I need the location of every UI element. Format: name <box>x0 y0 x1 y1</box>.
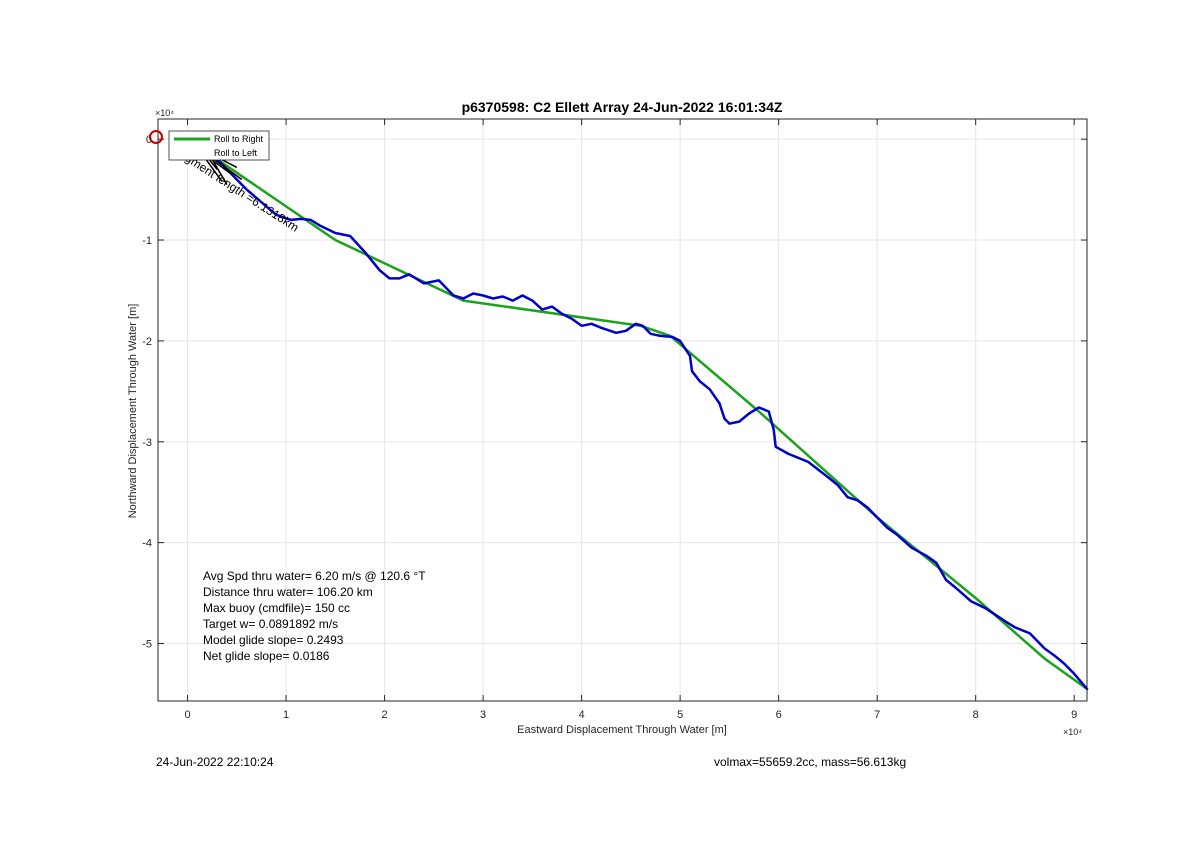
y-exponent-label: ×10⁴ <box>155 108 174 118</box>
plot-area <box>157 118 1089 702</box>
heading-arrow <box>211 158 228 185</box>
stats-block: Avg Spd thru water= 6.20 m/s @ 120.6 °T … <box>203 569 426 663</box>
x-tick-label: 1 <box>283 709 289 721</box>
series-layer <box>186 137 1089 691</box>
y-tick-label: -5 <box>142 639 152 651</box>
y-tick-label: -2 <box>142 336 152 348</box>
footer-volmax-mass: volmax=55659.2cc, mass=56.613kg <box>714 755 906 769</box>
footer-timestamp: 24-Jun-2022 22:10:24 <box>156 755 274 769</box>
y-tick-labels: 0 -1 -2 -3 -4 -5 <box>142 134 152 650</box>
y-tick-label: 0 <box>146 134 152 146</box>
x-tick-label: 4 <box>579 709 585 721</box>
x-tick-label: 8 <box>973 709 979 721</box>
x-tick-label: 7 <box>874 709 880 721</box>
x-exponent-label: ×10⁴ <box>1063 727 1082 737</box>
x-axis-label: Eastward Displacement Through Water [m] <box>517 724 727 736</box>
x-tick-labels: 0 1 2 3 4 5 6 7 8 9 <box>184 709 1077 721</box>
y-tick-label: -1 <box>142 235 152 247</box>
y-tick-label: -4 <box>142 538 152 550</box>
x-tick-label: 6 <box>776 709 782 721</box>
legend-label-roll-left: Roll to Left <box>214 148 258 158</box>
stats-line: Distance thru water= 106.20 km <box>203 585 373 599</box>
grid <box>158 119 1087 701</box>
stats-line: Avg Spd thru water= 6.20 m/s @ 120.6 °T <box>203 569 426 583</box>
legend: Roll to Right Roll to Left <box>168 130 270 161</box>
plot-frame <box>157 118 1088 702</box>
legend-label-roll-right: Roll to Right <box>214 134 264 144</box>
legend-box <box>168 130 270 161</box>
stats-line: Max buoy (cmdfile)= 150 cc <box>203 601 350 615</box>
x-tick-label: 5 <box>677 709 683 721</box>
stats-line: Net glide slope= 0.0186 <box>203 649 330 663</box>
stats-line: Model glide slope= 0.2493 <box>203 633 344 647</box>
y-tick-label: -3 <box>142 437 152 449</box>
x-tick-label: 2 <box>382 709 388 721</box>
start-marker <box>149 130 163 144</box>
chart-title: p6370598: C2 Ellett Array 24-Jun-2022 16… <box>462 99 783 115</box>
ticks <box>158 119 1087 701</box>
y-axis-label: Northward Displacement Through Water [m] <box>127 304 139 519</box>
stats-line: Target w= 0.0891892 m/s <box>203 617 338 631</box>
series-line-roll-right <box>186 137 1089 691</box>
x-tick-label: 9 <box>1071 709 1077 721</box>
plot-background <box>158 119 1087 701</box>
series-line-track <box>186 137 1089 691</box>
x-tick-label: 0 <box>184 709 190 721</box>
x-tick-label: 3 <box>480 709 486 721</box>
